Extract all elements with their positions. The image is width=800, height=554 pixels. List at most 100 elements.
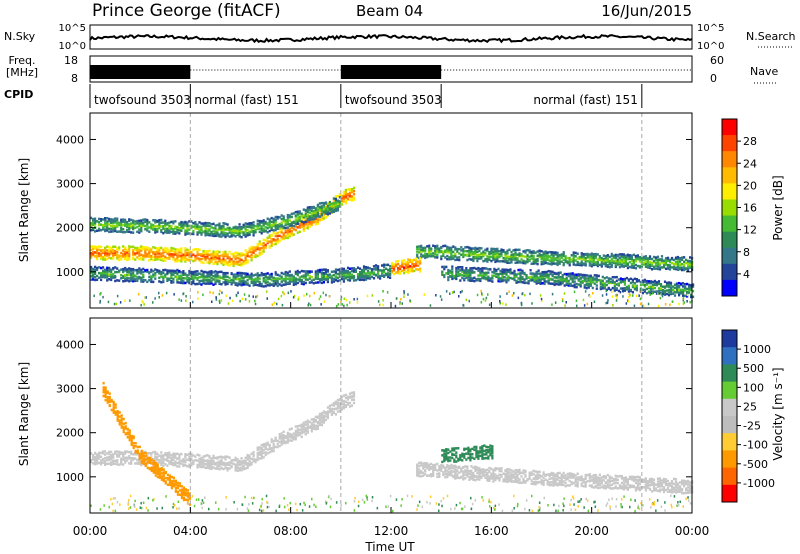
heat-cell [288, 439, 291, 442]
heat-cell [154, 463, 157, 466]
heat-cell [483, 271, 486, 275]
heat-cell [592, 256, 595, 260]
nsky-label: N.Sky [4, 30, 36, 43]
heat-cell [659, 284, 663, 288]
heat-cell [222, 233, 225, 236]
heat-cell [198, 221, 201, 224]
heat-cell [296, 226, 299, 229]
heat-cell [104, 463, 107, 466]
heat-cell [172, 220, 175, 223]
heat-cell [174, 486, 177, 490]
heat-cell [613, 281, 616, 284]
heat-cell [294, 431, 297, 434]
heat-cell [240, 227, 243, 230]
heat-cell [323, 300, 326, 303]
heat-cell [627, 300, 630, 303]
heat-cell [196, 253, 199, 256]
heat-cell [560, 255, 563, 258]
heat-cell [572, 251, 575, 254]
heat-cell [180, 274, 183, 277]
heat-cell [308, 225, 311, 228]
heat-cell [222, 224, 225, 228]
heat-cell [114, 227, 117, 230]
heat-cell [162, 473, 165, 476]
heat-cell [336, 268, 339, 272]
heat-cell [450, 257, 453, 261]
heat-cell [290, 435, 293, 438]
heat-cell [218, 281, 221, 285]
heat-cell [134, 279, 137, 283]
heat-cell [244, 272, 247, 275]
heat-cell [108, 217, 111, 221]
heat-cell [116, 294, 119, 298]
heat-cell [222, 259, 225, 262]
heat-cell [443, 265, 446, 269]
heat-cell [208, 260, 211, 263]
heat-cell [248, 456, 251, 460]
heat-cell [550, 251, 553, 254]
heat-cell [616, 258, 619, 261]
nsky-tick-high: 10^5 [59, 23, 86, 34]
heat-cell [152, 219, 155, 222]
heat-cell [393, 267, 396, 271]
heat-cell [500, 254, 503, 257]
heat-cell [389, 269, 392, 273]
heat-cell [256, 254, 259, 258]
heat-cell [128, 252, 131, 256]
heat-cell [108, 250, 111, 254]
heat-cell [102, 461, 105, 464]
heat-cell [514, 254, 517, 258]
heat-cell [567, 284, 570, 287]
heat-cell [282, 236, 285, 240]
heat-cell [354, 278, 358, 282]
heat-cell [154, 225, 157, 228]
heat-cell [160, 459, 163, 462]
heat-cell [102, 274, 105, 277]
heat-cell [542, 253, 545, 256]
heat-cell [228, 226, 231, 230]
heat-cell [362, 270, 366, 273]
heat-cell [595, 278, 598, 282]
heat-cell [256, 448, 259, 451]
heat-cell [246, 225, 249, 228]
heat-cell [250, 452, 253, 455]
heat-cell [104, 225, 107, 228]
heat-cell [228, 467, 231, 470]
heat-cell [459, 457, 462, 460]
heat-cell [302, 222, 305, 226]
heat-cell [610, 263, 613, 267]
heat-cell [222, 467, 225, 471]
heat-cell [582, 254, 585, 258]
heat-cell [490, 259, 493, 263]
heat-cell [144, 246, 147, 249]
heat-cell [480, 247, 483, 250]
heat-cell [230, 261, 233, 264]
heat-cell [176, 486, 179, 490]
heat-cell [287, 291, 290, 295]
nave-label: Nave [750, 65, 778, 78]
heat-cell [551, 292, 554, 296]
heat-cell [116, 279, 119, 282]
heat-cell [662, 263, 666, 267]
heat-cell [413, 263, 416, 266]
heat-cell [593, 277, 596, 280]
heat-cell [340, 406, 343, 409]
heat-cell [326, 416, 329, 420]
heat-cell [585, 286, 588, 290]
heat-cell [561, 278, 564, 281]
heat-cell [461, 452, 464, 456]
heat-cell [100, 223, 103, 226]
heat-cell [188, 465, 191, 468]
heat-cell [92, 245, 95, 248]
heat-cell [467, 269, 470, 272]
heat-cell [164, 273, 167, 276]
heat-cell [206, 278, 209, 282]
heat-cell [108, 395, 111, 399]
heat-cell [108, 219, 111, 223]
heat-cell [212, 256, 215, 259]
heat-cell [306, 227, 309, 230]
heat-cell [92, 221, 95, 225]
heat-cell [286, 439, 289, 442]
heat-cell [102, 250, 105, 253]
heat-cell [624, 264, 627, 267]
